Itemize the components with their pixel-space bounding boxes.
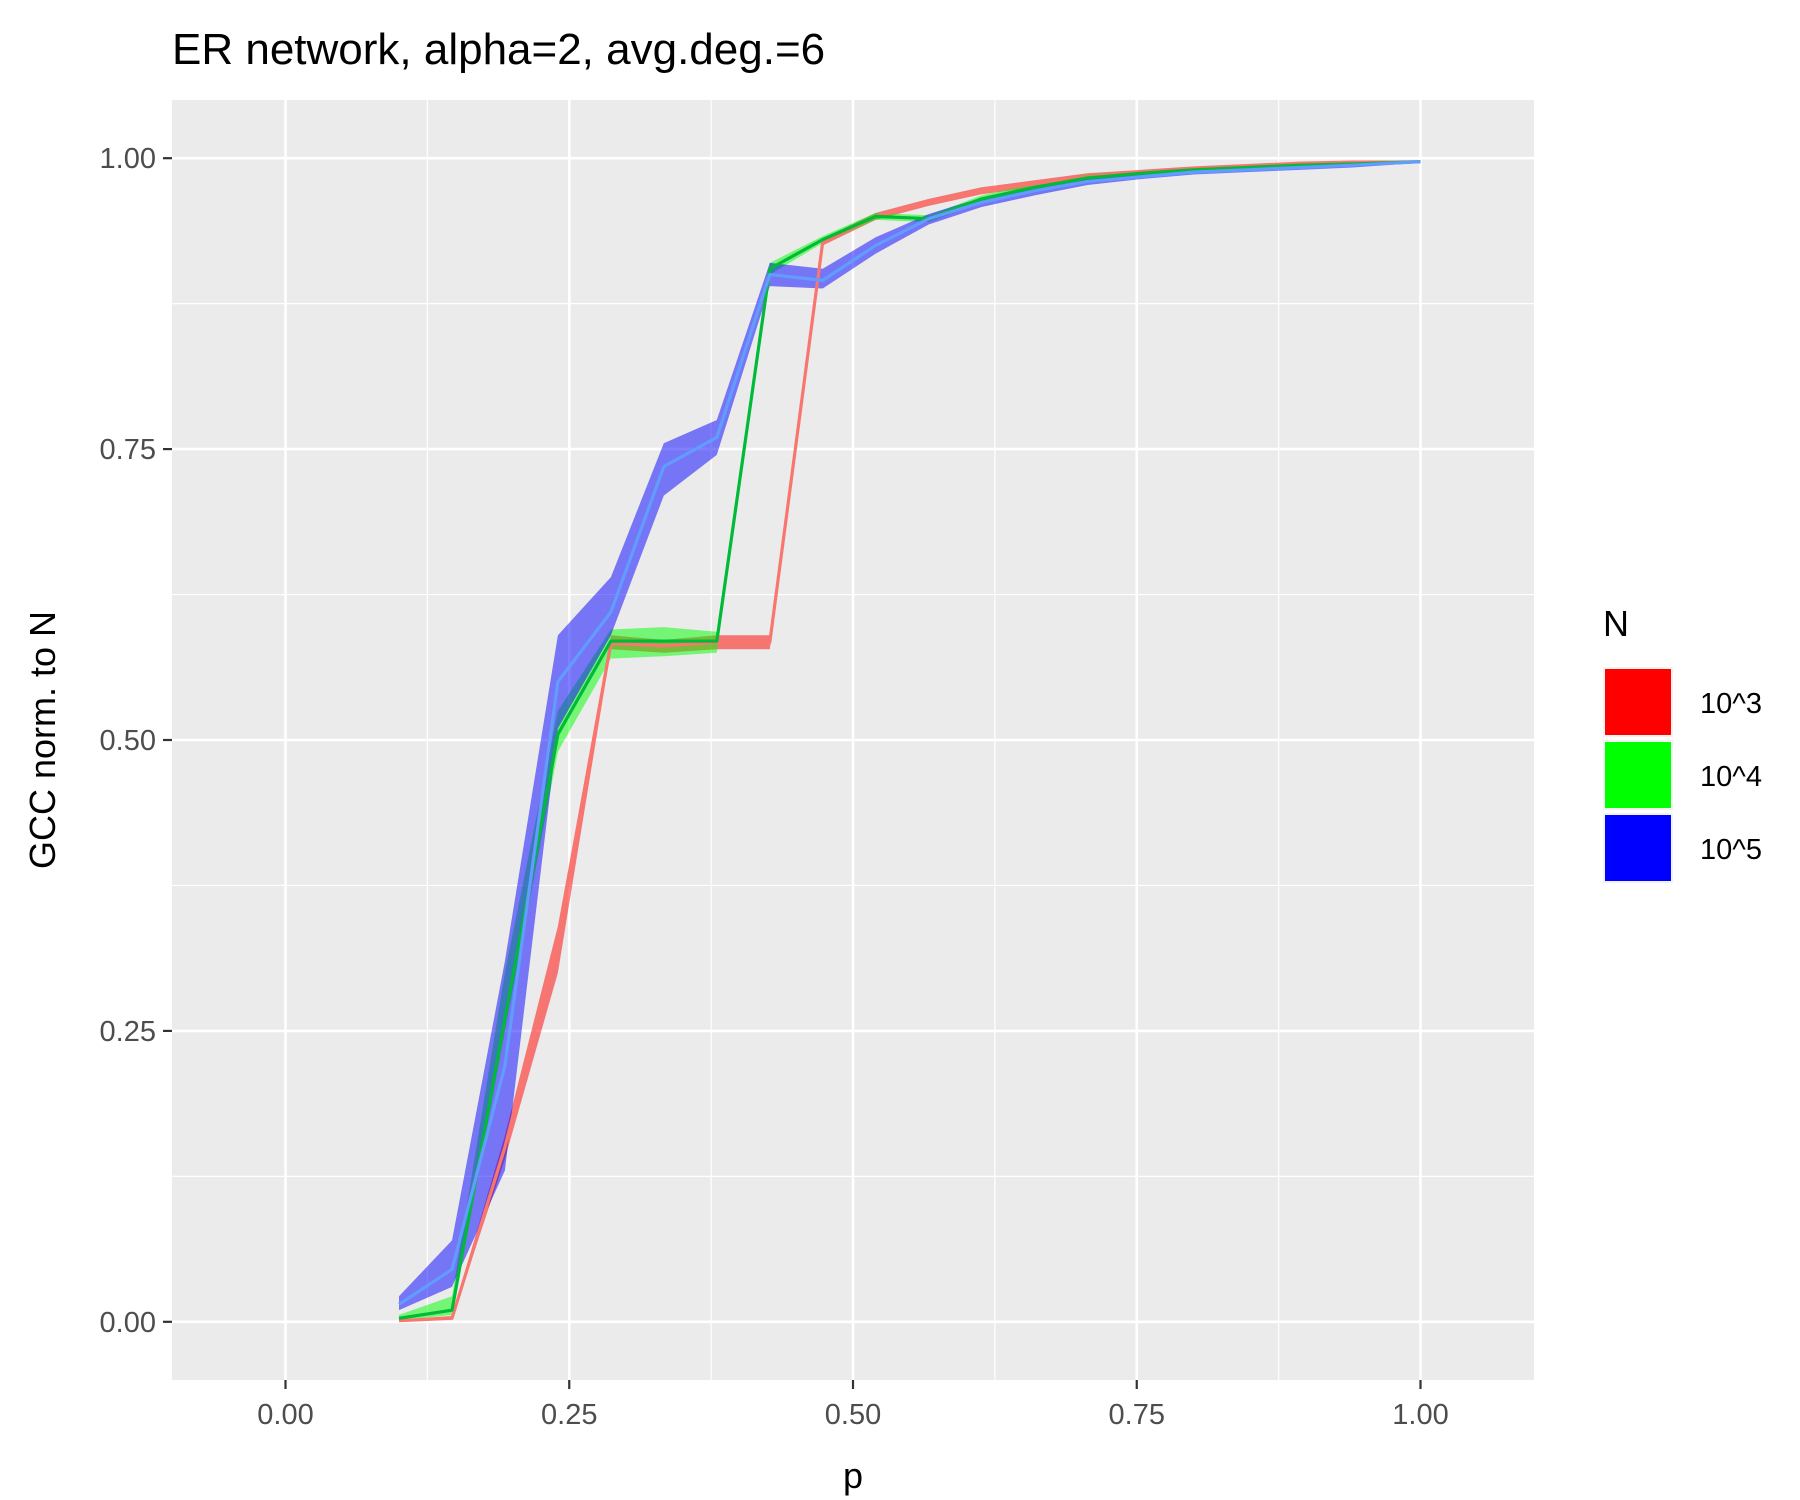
x-tick-label: 1.00: [1392, 1399, 1448, 1431]
legend-label: 10^5: [1700, 834, 1762, 866]
y-axis-title: GCC norm. to N: [22, 611, 63, 869]
y-tick-label: 0.75: [100, 434, 156, 466]
y-tick-label: 0.50: [100, 725, 156, 757]
legend-swatch: [1605, 815, 1671, 881]
legend-swatch: [1605, 742, 1671, 808]
legend-swatch: [1605, 669, 1671, 735]
series-lines: [398, 160, 1421, 1323]
line-104: [398, 160, 1421, 1320]
legend-label: 10^3: [1700, 688, 1762, 720]
legend-title: N: [1603, 603, 1629, 644]
legend-label: 10^4: [1700, 761, 1762, 793]
line-105: [398, 160, 1421, 1306]
x-tick-label: 0.75: [1109, 1399, 1165, 1431]
major-gridlines: [172, 100, 1534, 1380]
x-axis-title: p: [843, 1455, 863, 1496]
y-tick-label: 0.25: [100, 1016, 156, 1048]
legend: N 10^3 10^4 10^5: [1603, 603, 1762, 883]
y-axis: 0.00 0.25 0.50 0.75 1.00: [100, 143, 172, 1339]
y-tick-label: 1.00: [100, 143, 156, 175]
x-tick-label: 0.00: [257, 1399, 313, 1431]
chart-title: ER network, alpha=2, avg.deg.=6: [172, 25, 825, 74]
x-tick-label: 0.50: [825, 1399, 881, 1431]
x-axis: 0.00 0.25 0.50 0.75 1.00: [257, 1380, 1449, 1431]
x-tick-label: 0.25: [541, 1399, 597, 1431]
y-tick-label: 0.00: [100, 1307, 156, 1339]
